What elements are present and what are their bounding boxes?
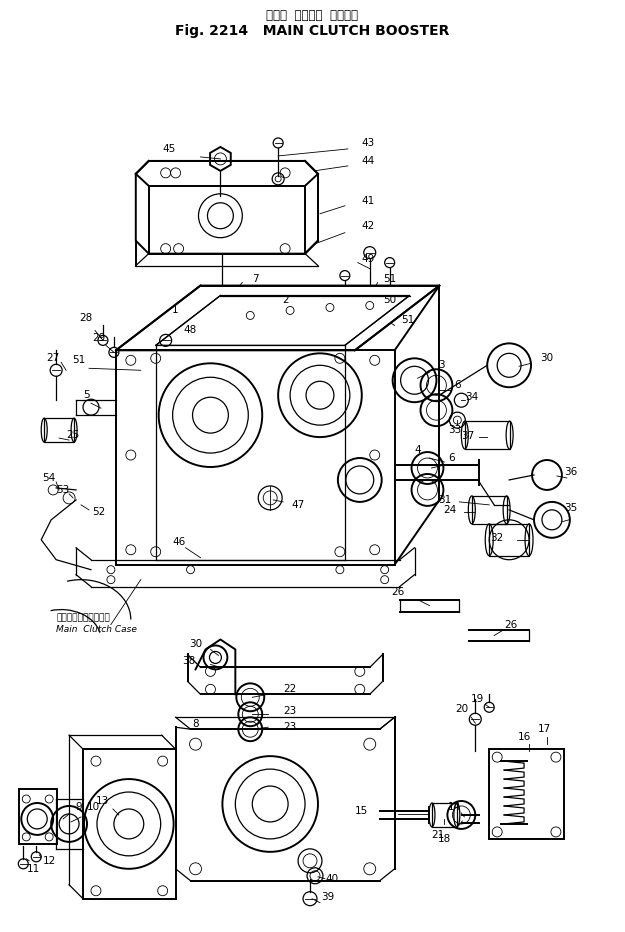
Bar <box>472 496 507 524</box>
Text: 42: 42 <box>361 221 374 231</box>
Text: Fig. 2214   MAIN CLUTCH BOOSTER: Fig. 2214 MAIN CLUTCH BOOSTER <box>175 24 450 38</box>
Text: 53: 53 <box>56 485 70 495</box>
Text: 37: 37 <box>461 432 474 441</box>
Text: 54: 54 <box>42 473 56 483</box>
Text: 7: 7 <box>252 274 259 283</box>
Text: 12: 12 <box>42 856 56 866</box>
Text: 44: 44 <box>361 156 374 166</box>
Text: 30: 30 <box>541 353 554 363</box>
Text: 47: 47 <box>291 500 305 510</box>
Bar <box>432 803 457 827</box>
Polygon shape <box>116 285 439 350</box>
Text: 18: 18 <box>438 834 451 843</box>
Text: 5: 5 <box>82 391 89 400</box>
Text: 17: 17 <box>538 724 551 734</box>
Text: 14: 14 <box>448 802 461 812</box>
Text: 22: 22 <box>284 684 297 694</box>
Text: 26: 26 <box>504 620 518 629</box>
Bar <box>44 418 74 442</box>
Text: 11: 11 <box>27 864 40 874</box>
Text: 51: 51 <box>401 315 414 325</box>
Bar <box>489 524 529 555</box>
Text: 3: 3 <box>438 361 445 370</box>
Text: 20: 20 <box>455 705 468 714</box>
Text: 4: 4 <box>414 445 421 455</box>
Text: Main  Clutch Case: Main Clutch Case <box>56 625 137 634</box>
Text: 25: 25 <box>66 430 80 440</box>
Text: 31: 31 <box>438 495 451 505</box>
Text: 6: 6 <box>454 380 461 391</box>
Text: 40: 40 <box>326 874 339 884</box>
Text: 49: 49 <box>361 254 374 264</box>
Text: 48: 48 <box>184 325 197 336</box>
Text: 8: 8 <box>192 720 199 729</box>
Text: 30: 30 <box>189 639 202 650</box>
Text: メインクラッチケース: メインクラッチケース <box>56 613 110 622</box>
Text: 1: 1 <box>173 306 179 315</box>
Text: 35: 35 <box>564 503 578 513</box>
Text: 24: 24 <box>442 505 456 514</box>
Text: 26: 26 <box>391 586 404 596</box>
Text: 33: 33 <box>448 425 461 435</box>
Text: 52: 52 <box>92 507 106 517</box>
Text: 13: 13 <box>96 796 109 806</box>
Text: 45: 45 <box>162 144 175 154</box>
Text: 36: 36 <box>564 467 578 477</box>
Text: 15: 15 <box>355 806 368 816</box>
Bar <box>19 789 57 843</box>
Text: 46: 46 <box>172 537 185 547</box>
Text: 27: 27 <box>46 353 60 363</box>
Text: 32: 32 <box>491 533 504 542</box>
Text: メイン  クラッチ  ブースタ: メイン クラッチ ブースタ <box>266 8 359 21</box>
Text: 43: 43 <box>361 138 374 148</box>
Text: 51: 51 <box>383 274 396 283</box>
Text: 19: 19 <box>471 694 484 705</box>
Text: 50: 50 <box>383 295 396 306</box>
Text: 16: 16 <box>518 733 531 742</box>
Text: 6: 6 <box>448 453 455 463</box>
Text: 41: 41 <box>361 196 374 206</box>
Text: 2: 2 <box>282 295 288 306</box>
Text: 23: 23 <box>284 706 297 717</box>
Text: 39: 39 <box>321 892 334 902</box>
Bar <box>489 749 564 839</box>
Text: 23: 23 <box>284 722 297 733</box>
Text: 9: 9 <box>76 802 82 812</box>
Text: 29: 29 <box>92 334 106 343</box>
Text: 38: 38 <box>182 656 195 666</box>
Text: 10: 10 <box>86 802 99 812</box>
Bar <box>465 421 509 449</box>
Polygon shape <box>136 161 318 254</box>
Text: 28: 28 <box>79 313 92 323</box>
Text: 51: 51 <box>72 355 86 365</box>
Text: 34: 34 <box>464 392 478 403</box>
Text: 21: 21 <box>431 829 444 840</box>
